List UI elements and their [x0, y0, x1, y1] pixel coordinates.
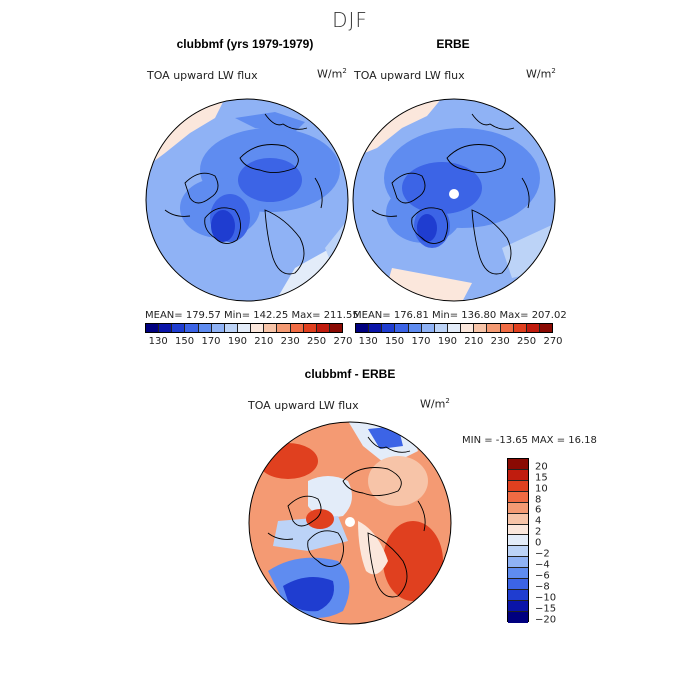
panel2-map	[352, 98, 556, 302]
colorbar-swatch	[159, 324, 173, 332]
panel3-colorbar-ticks: 20 15 10 8 6 4 2 0 −2 −4 −6 −8 −10 −15 −20	[535, 458, 575, 626]
colorbar-swatch	[487, 324, 501, 332]
colorbar-swatch	[508, 546, 528, 558]
colorbar-swatch	[408, 324, 422, 332]
panel2-variable-label: TOA upward LW flux	[354, 69, 465, 82]
panel1-stats: MEAN= 179.57 Min= 142.25 Max= 211.55	[145, 310, 359, 321]
panel2-stats: MEAN= 176.81 Min= 136.80 Max= 207.02	[353, 310, 567, 321]
panel1-colorbar-ticks: 130 150 170 190 210 230 250 270	[145, 336, 353, 348]
colorbar-tick-label: −15	[535, 603, 557, 615]
figure-title: DJF	[332, 8, 368, 32]
colorbar-tick-label: 190	[437, 336, 457, 347]
colorbar-tick-label: −6	[535, 570, 550, 582]
colorbar-tick-label: 10	[535, 483, 548, 495]
colorbar-swatch	[382, 324, 396, 332]
panel3-map	[248, 421, 452, 625]
colorbar-swatch	[369, 324, 383, 332]
colorbar-swatch	[316, 324, 330, 332]
colorbar-swatch	[277, 324, 291, 332]
panel1-colorbar	[145, 323, 343, 333]
colorbar-swatch	[264, 324, 278, 332]
colorbar-tick-label: 150	[385, 336, 405, 347]
panel2-colorbar-ticks: 130 150 170 190 210 230 250 270	[355, 336, 563, 348]
colorbar-swatch	[211, 324, 225, 332]
colorbar-tick-label: 2	[535, 526, 542, 538]
colorbar-tick-label: 250	[307, 336, 327, 347]
colorbar-tick-label: −2	[535, 548, 550, 560]
colorbar-tick-label: 250	[517, 336, 537, 347]
colorbar-tick-label: 130	[148, 336, 168, 347]
colorbar-swatch	[172, 324, 186, 332]
colorbar-tick-label: 210	[254, 336, 274, 347]
panel1-map	[145, 98, 349, 302]
colorbar-swatch	[356, 324, 370, 332]
colorbar-swatch	[146, 324, 160, 332]
colorbar-swatch	[508, 491, 528, 503]
colorbar-tick-label: 230	[280, 336, 300, 347]
colorbar-tick-label: −20	[535, 614, 557, 626]
colorbar-tick-label: 15	[535, 472, 548, 484]
panel2-units: W/m2	[526, 67, 556, 81]
colorbar-tick-label: 8	[535, 494, 542, 506]
colorbar-swatch	[508, 579, 528, 591]
panel1-variable-label: TOA upward LW flux	[147, 69, 258, 82]
colorbar-swatch	[508, 557, 528, 569]
colorbar-swatch	[508, 568, 528, 580]
colorbar-swatch	[303, 324, 317, 332]
colorbar-swatch	[526, 324, 540, 332]
panel1-title: clubbmf (yrs 1979-1979)	[176, 37, 314, 51]
colorbar-swatch	[461, 324, 475, 332]
colorbar-tick-label: 6	[535, 504, 542, 516]
colorbar-tick-label: 270	[543, 336, 563, 347]
panel3-title: clubbmf - ERBE	[304, 367, 396, 381]
colorbar-swatch	[329, 324, 343, 332]
colorbar-swatch	[290, 324, 304, 332]
colorbar-tick-label: 230	[490, 336, 510, 347]
colorbar-tick-label: 170	[411, 336, 431, 347]
colorbar-tick-label: −4	[535, 559, 550, 571]
colorbar-tick-label: 170	[201, 336, 221, 347]
colorbar-swatch	[508, 524, 528, 536]
colorbar-swatch	[224, 324, 238, 332]
colorbar-swatch	[508, 502, 528, 514]
colorbar-swatch	[539, 324, 553, 332]
colorbar-swatch	[185, 324, 199, 332]
colorbar-swatch	[447, 324, 462, 332]
colorbar-swatch	[508, 469, 528, 481]
panel3-variable-label: TOA upward LW flux	[248, 399, 359, 412]
colorbar-swatch	[508, 590, 528, 601]
panel2-colorbar	[355, 323, 553, 333]
colorbar-tick-label: 210	[464, 336, 484, 347]
colorbar-swatch	[508, 611, 528, 623]
colorbar-swatch	[508, 600, 528, 612]
panel2-title: ERBE	[436, 37, 470, 51]
colorbar-swatch	[508, 459, 528, 470]
colorbar-swatch	[508, 513, 528, 525]
colorbar-tick-label: 4	[535, 515, 542, 527]
colorbar-tick-label: 130	[358, 336, 378, 347]
colorbar-swatch	[198, 324, 212, 332]
colorbar-tick-label: 270	[333, 336, 353, 347]
colorbar-swatch	[434, 324, 448, 332]
panel1-units: W/m2	[317, 67, 347, 81]
colorbar-swatch	[421, 324, 435, 332]
colorbar-tick-label: −8	[535, 581, 550, 593]
colorbar-swatch	[508, 480, 528, 492]
colorbar-tick-label: 20	[535, 461, 548, 473]
colorbar-swatch	[251, 324, 265, 332]
panel3-stats: MIN = -13.65 MAX = 16.18	[462, 435, 597, 446]
colorbar-tick-label: 0	[535, 537, 542, 549]
panel3-colorbar	[507, 458, 529, 623]
colorbar-swatch	[513, 324, 527, 332]
colorbar-swatch	[508, 535, 528, 547]
colorbar-swatch	[395, 324, 409, 332]
colorbar-swatch	[474, 324, 488, 332]
colorbar-tick-label: 190	[227, 336, 247, 347]
colorbar-swatch	[500, 324, 514, 332]
panel3-units: W/m2	[420, 397, 450, 411]
colorbar-tick-label: 150	[175, 336, 195, 347]
colorbar-tick-label: −10	[535, 592, 557, 604]
colorbar-swatch	[237, 324, 252, 332]
